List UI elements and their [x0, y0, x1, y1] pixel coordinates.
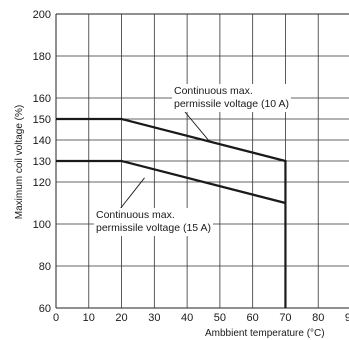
series-line-10a — [56, 117, 287, 308]
y-tick-label: 60 — [39, 303, 51, 315]
annotation-text: Continuous max. — [96, 209, 175, 221]
x-tick-label: 60 — [247, 312, 259, 324]
x-tick-label: 90 — [345, 312, 349, 324]
annotations: Continuous max.permissile voltage (10 A)… — [94, 84, 291, 236]
series-line-15a — [56, 159, 286, 205]
x-axis-label: Ambbient temperature (°C) — [205, 328, 325, 339]
y-tick-label: 160 — [33, 93, 51, 105]
y-tick-label: 100 — [33, 219, 51, 231]
annotation-leader — [119, 177, 145, 210]
x-tick-label: 0 — [53, 312, 59, 324]
x-tick-label: 10 — [83, 312, 95, 324]
annotation-text: permissile voltage (15 A) — [96, 222, 211, 234]
y-tick-label: 180 — [33, 51, 51, 63]
y-tick-label: 120 — [33, 177, 51, 189]
x-tick-label: 50 — [214, 312, 226, 324]
y-tick-label: 130 — [33, 156, 51, 168]
y-tick-label: 80 — [39, 261, 51, 273]
x-tick-label: 20 — [115, 312, 127, 324]
annotation-bg — [172, 84, 291, 112]
y-axis-label: Maximum coil voltage (%) — [14, 105, 25, 219]
x-tick-label: 80 — [312, 312, 324, 324]
x-tick-label: 30 — [148, 312, 160, 324]
y-tick-label: 140 — [33, 135, 51, 147]
annotation-bg — [94, 208, 213, 236]
x-tick-label: 40 — [181, 312, 193, 324]
annotation-text: permissile voltage (10 A) — [174, 98, 289, 110]
x-tick-label: 70 — [279, 312, 291, 324]
y-tick-label: 150 — [33, 114, 51, 126]
annotation-leader — [184, 111, 211, 143]
tick-labels: 0 10 20 30 40 50 60 70 80 90 60 80 100 120 130 140 150 16… — [33, 9, 349, 324]
series-lines — [56, 117, 287, 308]
y-tick-label: 200 — [33, 9, 51, 21]
annotation-text: Continuous max. — [174, 85, 253, 97]
